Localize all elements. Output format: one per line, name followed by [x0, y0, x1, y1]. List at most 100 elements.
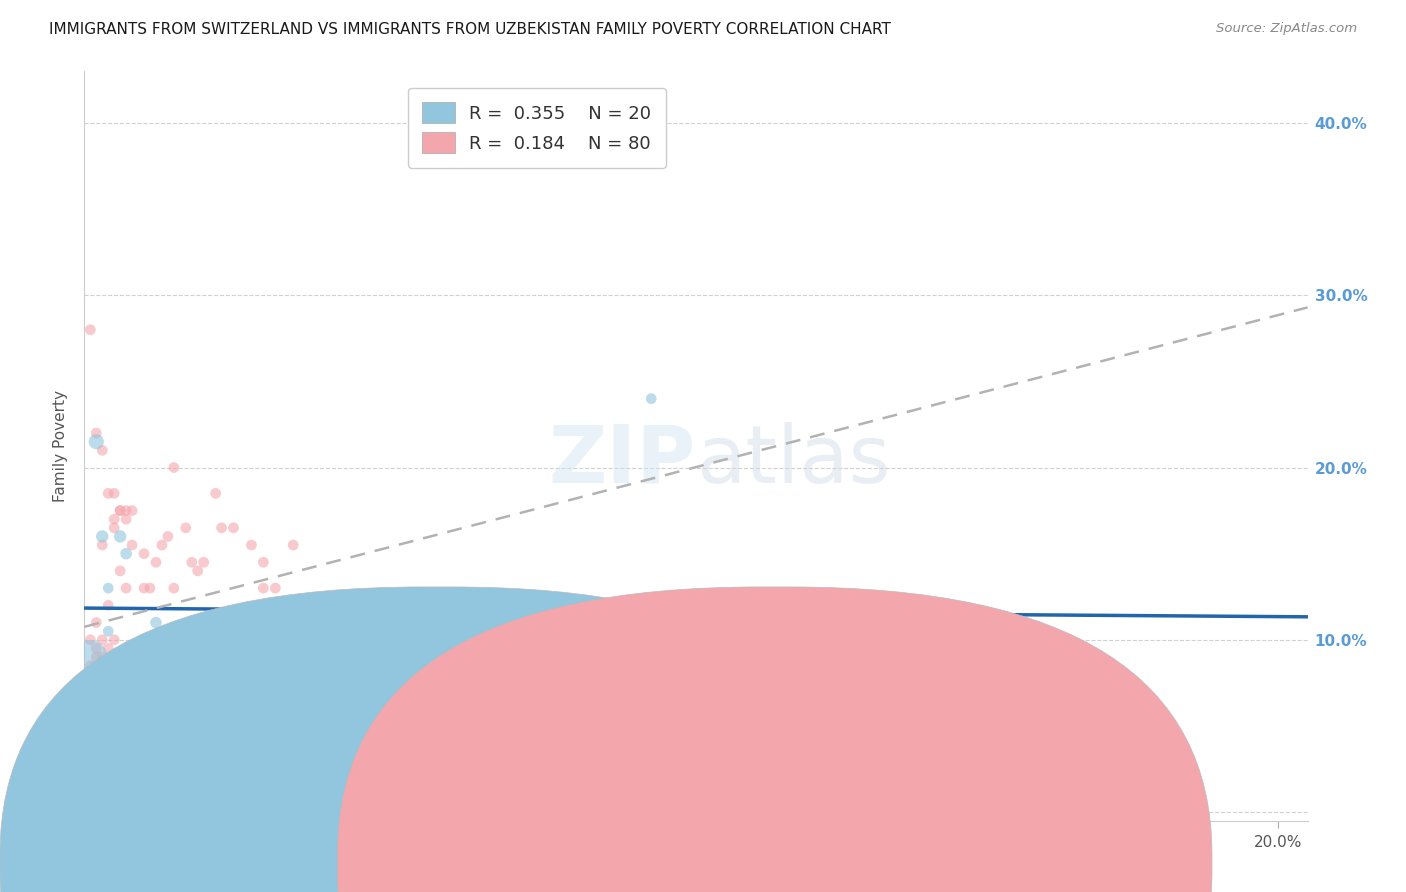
Point	[91, 650, 114, 665]
Point	[145, 555, 167, 569]
Point	[163, 641, 186, 656]
Point	[264, 581, 287, 595]
Point	[127, 658, 149, 673]
Point	[79, 650, 101, 665]
Point	[283, 538, 305, 552]
Point	[252, 581, 274, 595]
Point	[252, 555, 274, 569]
Point	[193, 555, 215, 569]
Legend: R =  0.355    N = 20, R =  0.184    N = 80: R = 0.355 N = 20, R = 0.184 N = 80	[408, 88, 666, 168]
Point	[79, 684, 101, 698]
Point	[97, 624, 120, 639]
Point	[103, 701, 125, 715]
Point	[84, 650, 107, 665]
Point	[121, 701, 143, 715]
Point	[84, 615, 107, 630]
Point	[97, 486, 120, 500]
Point	[79, 693, 101, 707]
Point	[84, 434, 107, 449]
Point	[115, 667, 138, 681]
Point	[97, 710, 120, 724]
Text: atlas: atlas	[696, 422, 890, 500]
Point	[108, 658, 131, 673]
Point	[211, 521, 233, 535]
Point	[115, 581, 138, 595]
Point	[103, 667, 125, 681]
Point	[103, 512, 125, 526]
Point	[97, 581, 120, 595]
Point	[127, 641, 149, 656]
Point	[132, 701, 155, 715]
Point	[150, 538, 173, 552]
Text: IMMIGRANTS FROM SWITZERLAND VS IMMIGRANTS FROM UZBEKISTAN FAMILY POVERTY CORRELA: IMMIGRANTS FROM SWITZERLAND VS IMMIGRANT…	[49, 22, 891, 37]
Point	[84, 701, 107, 715]
Point	[91, 538, 114, 552]
Point	[91, 710, 114, 724]
Point	[108, 503, 131, 517]
Point	[132, 581, 155, 595]
Point	[103, 486, 125, 500]
Point	[193, 667, 215, 681]
Point	[180, 555, 202, 569]
Point	[222, 641, 245, 656]
Point	[156, 529, 179, 543]
Point	[91, 701, 114, 715]
Point	[312, 658, 335, 673]
Point	[84, 701, 107, 715]
Point	[103, 650, 125, 665]
Point	[97, 710, 120, 724]
Point	[276, 641, 298, 656]
Point	[103, 684, 125, 698]
Text: Immigrants from Switzerland: Immigrants from Switzerland	[464, 856, 686, 871]
Point	[91, 632, 114, 647]
Point	[132, 547, 155, 561]
Point	[187, 564, 209, 578]
Point	[145, 615, 167, 630]
Point	[1118, 684, 1140, 698]
Point	[97, 599, 120, 613]
Point	[91, 667, 114, 681]
Point	[240, 538, 263, 552]
Point	[108, 701, 131, 715]
Point	[174, 521, 197, 535]
Point	[108, 529, 131, 543]
Point	[91, 443, 114, 458]
Point	[84, 693, 107, 707]
Point	[79, 632, 101, 647]
Point	[283, 658, 305, 673]
Point	[79, 658, 101, 673]
Point	[97, 676, 120, 690]
Point	[132, 632, 155, 647]
Point	[91, 693, 114, 707]
Point	[91, 719, 114, 733]
Point	[163, 581, 186, 595]
Point	[204, 486, 226, 500]
Point	[640, 392, 662, 406]
Point	[115, 503, 138, 517]
Point	[79, 676, 101, 690]
Point	[115, 547, 138, 561]
Y-axis label: Family Poverty: Family Poverty	[53, 390, 69, 502]
Point	[79, 323, 101, 337]
Text: Immigrants from Uzbekistan: Immigrants from Uzbekistan	[801, 856, 1019, 871]
Point	[91, 529, 114, 543]
Point	[132, 632, 155, 647]
Point	[121, 538, 143, 552]
Point	[84, 641, 107, 656]
Point	[299, 641, 322, 656]
Point	[108, 564, 131, 578]
Point	[108, 503, 131, 517]
Point	[222, 521, 245, 535]
Point	[121, 503, 143, 517]
Point	[84, 426, 107, 441]
Point	[121, 667, 143, 681]
Point	[103, 521, 125, 535]
Text: Source: ZipAtlas.com: Source: ZipAtlas.com	[1216, 22, 1357, 36]
Point	[228, 658, 250, 673]
Point	[252, 658, 274, 673]
Point	[103, 632, 125, 647]
Text: ZIP: ZIP	[548, 422, 696, 500]
Point	[115, 512, 138, 526]
Point	[97, 641, 120, 656]
Point	[121, 650, 143, 665]
